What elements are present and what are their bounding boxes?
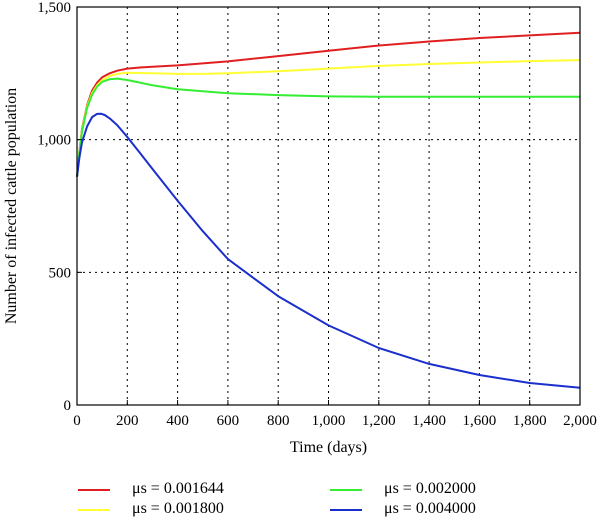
x-tick-label: 400 [166,413,189,429]
series-line [76,59,581,177]
legend-swatch [78,489,110,491]
x-tick-label: 1,400 [412,413,446,429]
y-axis-label: Number of infected cattle population [3,88,20,324]
x-tick-label: 1,200 [362,413,396,429]
x-tick-label: 800 [267,413,290,429]
y-tick-label: 0 [64,398,72,414]
y-tick-label: 500 [49,265,72,281]
x-tick-label: 1,800 [513,413,547,429]
legend-label: μs = 0.004000 [384,500,476,517]
x-tick-label: 200 [116,413,139,429]
legend-label: μs = 0.001644 [132,480,224,497]
legend-swatch [330,509,362,511]
legend-swatch [330,489,362,491]
series-line [76,112,581,389]
y-tick-label: 1,000 [37,133,71,149]
axis-ticks: 0 200 400 600 800 1,000 1,200 1,400 1,600 1,800 2,… [37,0,597,429]
x-tick-label: 2,000 [563,413,597,429]
x-tick-label: 1,000 [312,413,346,429]
legend-label: μs = 0.002000 [384,480,476,497]
legend: μs = 0.001644 μs = 0.001800 μs = 0.00200… [0,476,600,523]
x-tick-label: 1,600 [463,413,497,429]
series-line [76,77,580,177]
series-lines [76,31,581,389]
x-tick-label: 0 [73,413,81,429]
x-axis-label: Time (days) [290,439,367,456]
legend-label: μs = 0.001800 [132,500,224,517]
x-tick-label: 600 [217,413,240,429]
y-tick-label: 1,500 [37,0,71,16]
legend-swatch [78,509,110,511]
